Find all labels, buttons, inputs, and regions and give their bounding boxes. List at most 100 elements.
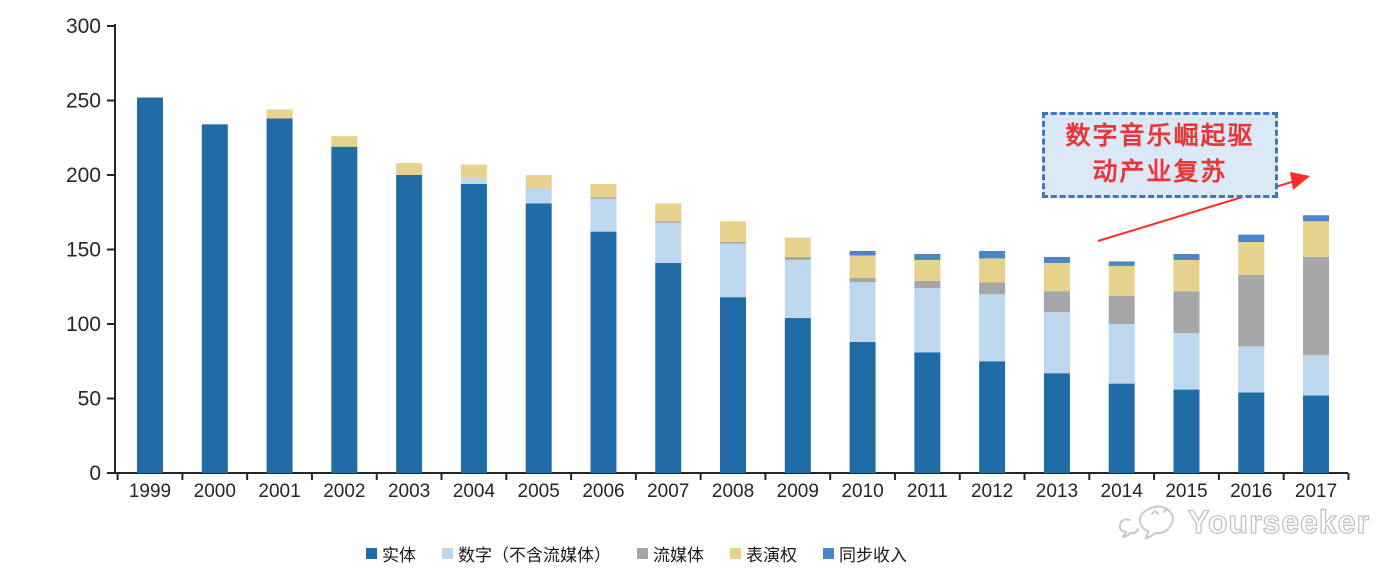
chart-legend: 实体 数字（不含流媒体） 流媒体 表演权 同步收入: [366, 541, 907, 566]
bar-segment-2008-表演权: [720, 221, 747, 243]
bar-segment-2013-实体: [1043, 373, 1070, 473]
legend-swatch-icon: [637, 548, 648, 559]
bar-segment-2007-流媒体: [655, 221, 682, 223]
legend-item-0: 实体: [366, 541, 416, 566]
legend-label: 数字（不含流媒体）: [458, 546, 611, 565]
bar-segment-2015-实体: [1173, 389, 1200, 473]
x-axis-label-2013: 2013: [1036, 481, 1078, 502]
annotation-callout: 数字音乐崛起驱 动产业复苏: [1042, 112, 1278, 198]
bar-segment-2017-表演权: [1303, 221, 1330, 257]
bar-segment-2015-流媒体: [1173, 291, 1200, 333]
bar-segment-2002-实体: [331, 146, 358, 473]
bar-segment-2012-表演权: [979, 258, 1006, 283]
bar-segment-2014-表演权: [1108, 265, 1135, 296]
bar-segment-2008-实体: [720, 297, 747, 473]
legend-swatch-icon: [366, 548, 377, 559]
bar-segment-2004-数字（不含流媒体）: [460, 177, 487, 184]
y-axis-tick-label: 300: [66, 15, 101, 38]
bar-segment-2013-表演权: [1043, 262, 1070, 292]
bar-segment-2009-流媒体: [784, 256, 811, 260]
bar-segment-2014-流媒体: [1108, 295, 1135, 324]
bar-segment-2014-数字（不含流媒体）: [1108, 324, 1135, 384]
x-axis-label-2015: 2015: [1165, 481, 1207, 502]
bar-segment-2001-实体: [266, 118, 293, 473]
bar-segment-2006-数字（不含流媒体）: [590, 198, 617, 232]
bar-segment-2016-表演权: [1238, 242, 1265, 275]
legend-swatch-icon: [442, 548, 453, 559]
bar-segment-2007-数字（不含流媒体）: [655, 222, 682, 263]
bar-segment-2004-表演权: [460, 164, 487, 178]
bar-segment-2011-实体: [914, 352, 941, 473]
bar-segment-2005-实体: [525, 203, 552, 473]
bar-segment-2005-表演权: [525, 175, 552, 189]
bar-segment-2001-表演权: [266, 109, 293, 119]
bar-segment-2000-实体: [201, 124, 228, 473]
bar-segment-2017-数字（不含流媒体）: [1303, 355, 1330, 396]
y-axis-tick-label: 250: [66, 90, 101, 113]
y-axis-tick-label: 200: [66, 164, 101, 187]
bar-segment-2017-同步收入: [1303, 215, 1330, 222]
bar-segment-2011-同步收入: [914, 253, 941, 260]
bar-segment-2006-实体: [590, 231, 617, 473]
bar-segment-2012-流媒体: [979, 282, 1006, 295]
bar-segment-2016-同步收入: [1238, 234, 1265, 243]
bar-segment-2005-数字（不含流媒体）: [525, 188, 552, 204]
x-axis-label-2012: 2012: [971, 481, 1013, 502]
legend-item-1: 数字（不含流媒体）: [442, 541, 611, 566]
x-axis-label-2009: 2009: [777, 481, 819, 502]
bar-segment-2011-流媒体: [914, 280, 941, 289]
bar-segment-2006-表演权: [590, 183, 617, 198]
bar-segment-2006-流媒体: [590, 197, 617, 199]
legend-item-3: 表演权: [730, 541, 797, 566]
x-axis-label-2001: 2001: [258, 481, 300, 502]
bar-segment-2004-实体: [460, 183, 487, 473]
bar-segment-2016-数字（不含流媒体）: [1238, 346, 1265, 393]
bar-segment-2013-流媒体: [1043, 291, 1070, 313]
legend-swatch-icon: [730, 548, 741, 559]
legend-label: 同步收入: [839, 546, 907, 565]
bar-segment-2013-数字（不含流媒体）: [1043, 312, 1070, 374]
x-axis-label-2016: 2016: [1230, 481, 1272, 502]
bar-segment-2012-数字（不含流媒体）: [979, 294, 1006, 362]
x-axis-label-2011: 2011: [907, 481, 948, 502]
bar-segment-2015-表演权: [1173, 259, 1200, 292]
bar-segment-2007-表演权: [655, 203, 682, 222]
bar-segment-2014-同步收入: [1108, 261, 1135, 266]
bar-segment-2010-数字（不含流媒体）: [849, 282, 876, 342]
x-axis-label-2002: 2002: [323, 481, 365, 502]
bar-segment-2008-流媒体: [720, 242, 747, 244]
x-axis-label-2006: 2006: [582, 481, 624, 502]
bar-segment-2011-表演权: [914, 259, 941, 281]
legend-label: 实体: [382, 546, 416, 565]
x-axis-label-2014: 2014: [1101, 481, 1144, 502]
bar-segment-2002-表演权: [331, 136, 358, 147]
legend-label: 流媒体: [653, 546, 704, 565]
x-axis-label-2005: 2005: [518, 481, 560, 502]
bar-segment-1999-实体: [137, 97, 163, 474]
x-axis-label-2004: 2004: [453, 481, 496, 502]
bar-segment-2003-表演权: [396, 163, 423, 175]
bar-segment-2012-同步收入: [979, 250, 1006, 259]
bar-segment-2010-表演权: [849, 255, 876, 278]
y-axis-tick-label: 150: [66, 239, 101, 262]
bar-segment-2012-实体: [979, 361, 1006, 473]
bar-segment-2016-实体: [1238, 392, 1265, 473]
bar-segment-2008-数字（不含流媒体）: [720, 243, 747, 298]
bar-segment-2009-实体: [784, 318, 811, 473]
bar-segment-2007-实体: [655, 262, 682, 473]
bar-segment-2011-数字（不含流媒体）: [914, 288, 941, 353]
bar-segment-2009-数字（不含流媒体）: [784, 259, 811, 319]
bar-segment-2010-流媒体: [849, 277, 876, 283]
bar-segment-2010-同步收入: [849, 250, 876, 256]
legend-swatch-icon: [823, 548, 834, 559]
bar-segment-2015-同步收入: [1173, 253, 1200, 260]
bar-segment-2014-实体: [1108, 383, 1135, 473]
y-axis-tick-label: 0: [89, 462, 101, 485]
bar-segment-2015-数字（不含流媒体）: [1173, 332, 1200, 390]
bar-segment-2010-实体: [849, 341, 876, 473]
bar-segment-2009-表演权: [784, 237, 811, 257]
annotation-line-1: 数字音乐崛起驱: [1065, 123, 1255, 150]
legend-item-4: 同步收入: [823, 541, 907, 566]
